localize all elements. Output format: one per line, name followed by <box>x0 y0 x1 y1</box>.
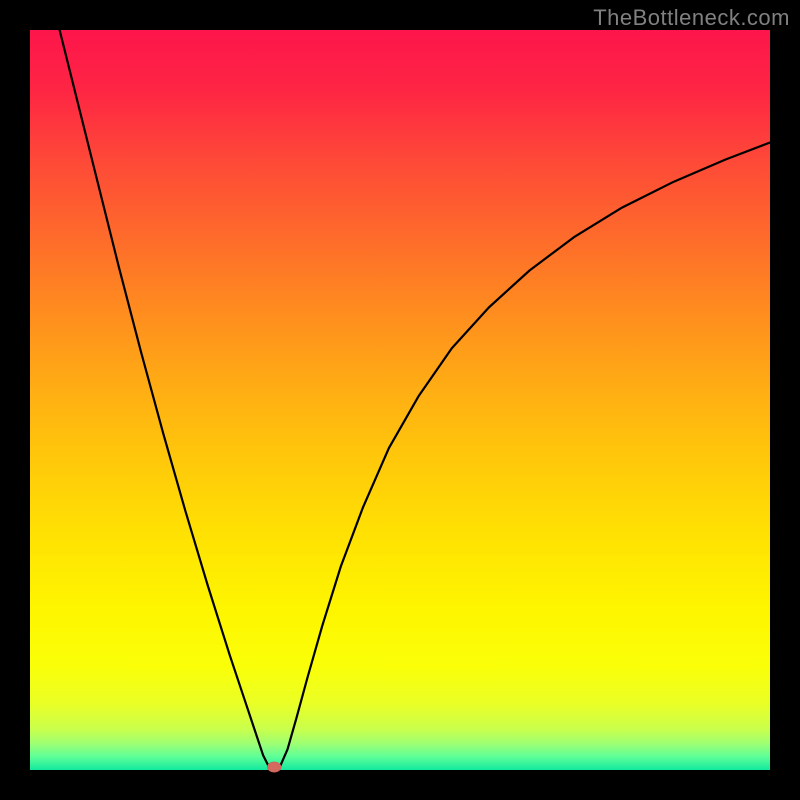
watermark-text: TheBottleneck.com <box>593 5 790 31</box>
optimal-marker <box>267 762 281 772</box>
plot-background <box>30 30 770 770</box>
bottleneck-chart <box>0 0 800 800</box>
